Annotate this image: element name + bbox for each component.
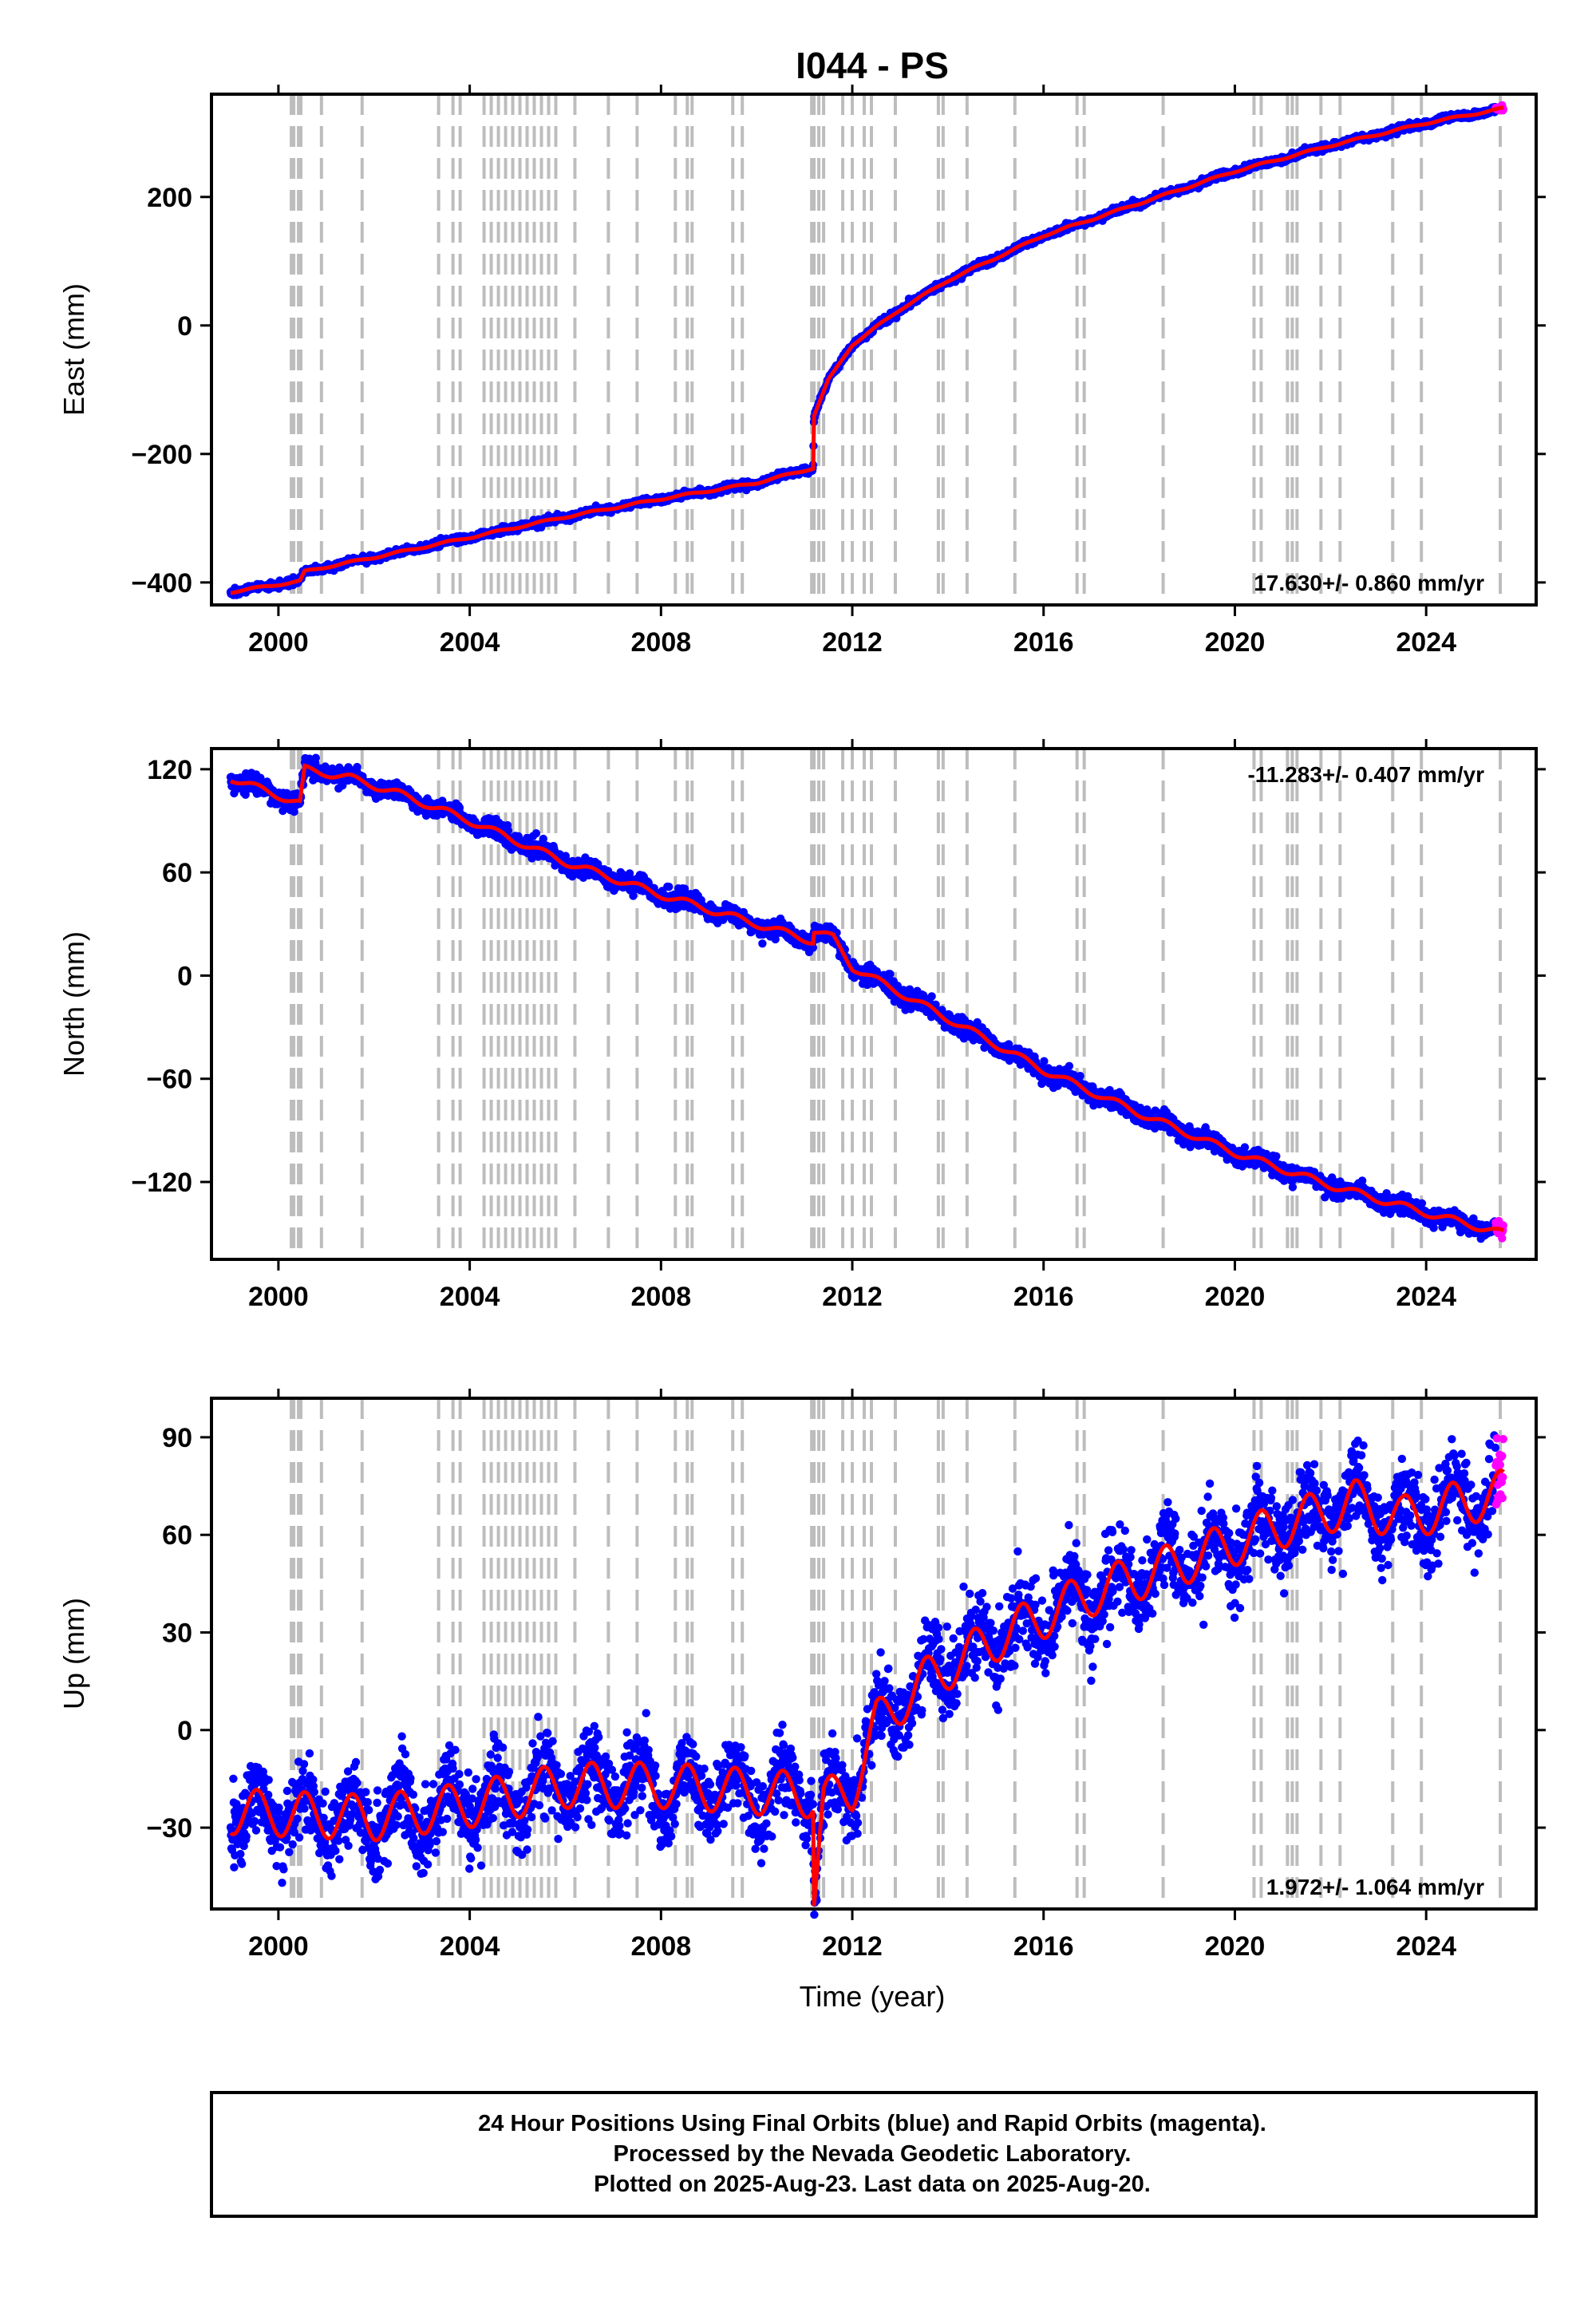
east-xtick-label: 2024 [1396, 627, 1456, 658]
figure-title: I044 - PS [796, 45, 949, 86]
east-xtick-label: 2000 [248, 627, 309, 658]
north-final-point [665, 883, 674, 891]
east-xtick-label: 2016 [1013, 627, 1074, 658]
east-plot-frame [210, 93, 1538, 607]
east-data-points [226, 101, 1508, 599]
north-final-point [531, 829, 541, 838]
east-rate-label: 17.630+/- 0.860 mm/yr [1254, 571, 1484, 595]
east-model-line [231, 105, 1504, 595]
east-xtick-label: 2008 [631, 627, 692, 658]
north-final-point [311, 753, 320, 762]
east-panel: 2000 2004 2008 2012 2016 2020 2024 −400 −200 0 200… [57, 85, 1546, 658]
east-event-lines [290, 94, 1503, 605]
north-panel: 2000 2004 2008 2012 2016 2020 2024−120−6006012… [57, 739, 1546, 1312]
east-xtick-label: 2004 [440, 627, 500, 658]
north-data-points [226, 753, 1508, 1243]
east-ylabel: East (mm) [57, 283, 90, 416]
east-ytick-label: −400 [131, 568, 192, 599]
north-final-point [758, 939, 767, 948]
east-ytick-label: 200 [147, 183, 192, 213]
east-ytick-label: 0 [177, 311, 192, 342]
east-xtick-label: 2020 [1205, 627, 1266, 658]
east-xtick-label: 2012 [822, 627, 883, 658]
east-ytick-label: −200 [131, 440, 192, 470]
north-final-point [353, 762, 361, 772]
